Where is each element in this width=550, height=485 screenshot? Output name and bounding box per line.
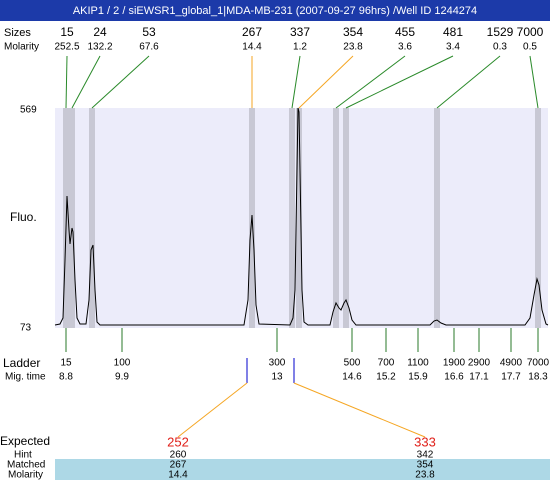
matched-label: Matched bbox=[7, 460, 45, 471]
match-connector bbox=[177, 382, 248, 438]
sizes-label: Sizes bbox=[4, 27, 31, 39]
ladder-size: 4900 bbox=[500, 358, 523, 369]
expected-size: 333 bbox=[414, 434, 436, 449]
peak-size: 455 bbox=[395, 25, 415, 39]
expected-label: Expected bbox=[0, 434, 50, 448]
ladder-time: 17.1 bbox=[469, 372, 489, 383]
peak-molarity: 3.4 bbox=[446, 42, 460, 53]
peak-connector bbox=[65, 55, 68, 109]
y-axis-label: Fluo. bbox=[10, 210, 37, 224]
peak-band bbox=[343, 108, 349, 328]
ladder-size: 700 bbox=[378, 358, 395, 369]
y-max: 569 bbox=[20, 105, 37, 116]
peak-size: 481 bbox=[443, 25, 463, 39]
peak-connector bbox=[71, 55, 101, 109]
ladder-time: 15.9 bbox=[408, 372, 428, 383]
matched-size: 267 bbox=[170, 460, 187, 471]
peak-band bbox=[434, 108, 440, 328]
ladder-time: 16.6 bbox=[444, 372, 464, 383]
ladder-size: 2900 bbox=[468, 358, 491, 369]
match-connector bbox=[293, 382, 426, 438]
peak-band bbox=[89, 108, 95, 328]
matched-size: 354 bbox=[417, 460, 434, 471]
ladder-size: 1900 bbox=[443, 358, 466, 369]
peak-molarity: 23.8 bbox=[343, 42, 363, 53]
ladder-time: 17.7 bbox=[501, 372, 521, 383]
ladder-time: 8.8 bbox=[59, 372, 73, 383]
ladder-time: 13 bbox=[271, 372, 283, 383]
ladder-time: 14.6 bbox=[342, 372, 362, 383]
y-min: 73 bbox=[20, 323, 32, 334]
peak-molarity: 3.6 bbox=[398, 42, 412, 53]
peak-size: 7000 bbox=[517, 25, 544, 39]
peak-size: 24 bbox=[93, 25, 107, 39]
peak-size: 1529 bbox=[487, 25, 514, 39]
ladder-size: 500 bbox=[344, 358, 361, 369]
peak-size: 354 bbox=[343, 25, 363, 39]
hint-size: 342 bbox=[417, 450, 434, 461]
ladder-label: Ladder bbox=[3, 356, 40, 370]
ladder-time: 9.9 bbox=[115, 372, 129, 383]
ladder-size: 100 bbox=[114, 358, 131, 369]
title-bar bbox=[0, 0, 550, 21]
peak-connector bbox=[298, 55, 354, 109]
peak-size: 337 bbox=[290, 25, 310, 39]
ladder-time: 15.2 bbox=[376, 372, 396, 383]
ladder-size: 300 bbox=[269, 358, 286, 369]
peak-band bbox=[289, 108, 295, 328]
title: AKIP1 / 2 / siEWSR1_global_1|MDA-MB-231 … bbox=[73, 5, 477, 17]
peak-molarity: 67.6 bbox=[139, 42, 159, 53]
peak-connector bbox=[335, 55, 406, 109]
ladder-size: 15 bbox=[60, 358, 72, 369]
peak-molarity: 0.5 bbox=[523, 42, 537, 53]
ladder-size: 1100 bbox=[407, 358, 429, 369]
peak-connector bbox=[345, 55, 454, 109]
peak-size: 53 bbox=[142, 25, 156, 39]
hint-size: 260 bbox=[170, 450, 187, 461]
molarity-row-label: Molarity bbox=[8, 470, 43, 480]
peak-molarity: 252.5 bbox=[54, 42, 79, 53]
peak-size: 15 bbox=[60, 25, 74, 39]
peak-molarity: 1.2 bbox=[293, 42, 307, 53]
peak-band bbox=[333, 108, 339, 328]
peak-connector bbox=[291, 55, 301, 109]
peak-band bbox=[69, 108, 75, 328]
peak-connector bbox=[91, 55, 150, 109]
mig-time-label: Mig. time bbox=[5, 372, 46, 383]
matched-molarity: 14.4 bbox=[168, 470, 188, 480]
matched-band bbox=[55, 459, 550, 480]
peak-connector bbox=[436, 55, 501, 109]
ladder-size: 7000 bbox=[527, 358, 550, 369]
molarity-label: Molarity bbox=[4, 42, 39, 53]
ladder-time: 18.3 bbox=[528, 372, 548, 383]
peak-molarity: 14.4 bbox=[242, 42, 262, 53]
peak-band bbox=[296, 108, 302, 328]
peak-size: 267 bbox=[242, 25, 262, 39]
expected-size: 252 bbox=[167, 434, 189, 449]
hint-label: Hint bbox=[14, 450, 32, 461]
peak-connector bbox=[529, 55, 539, 109]
peak-band bbox=[535, 108, 541, 328]
fluorescence-trace bbox=[54, 107, 549, 326]
matched-molarity: 23.8 bbox=[415, 470, 435, 480]
peak-molarity: 132.2 bbox=[87, 42, 112, 53]
peak-molarity: 0.3 bbox=[493, 42, 507, 53]
